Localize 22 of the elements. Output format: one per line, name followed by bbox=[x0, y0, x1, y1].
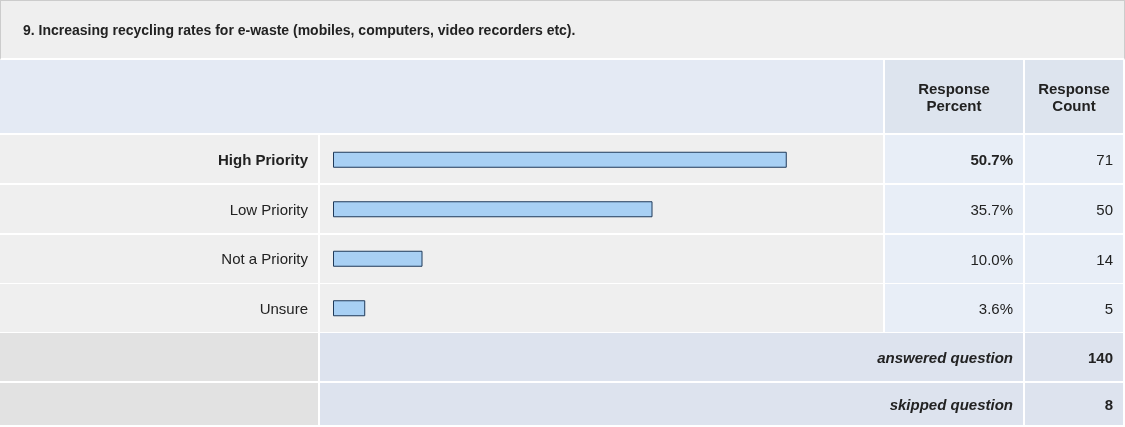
text: 5 bbox=[1025, 284, 1125, 334]
bar bbox=[333, 300, 366, 317]
chart-title: 9. Increasing recycling rates for e-waste (mobiles, computers, video recorders etc). bbox=[0, 0, 1125, 60]
y-tick-label: Low Priority bbox=[229, 200, 309, 218]
text: 140 bbox=[1025, 333, 1125, 383]
text: Response Percent bbox=[885, 60, 1025, 135]
text: 14 bbox=[1025, 235, 1125, 285]
text: 71 bbox=[1025, 135, 1125, 185]
text: 50 bbox=[1025, 185, 1125, 235]
y-tick-label: Unsure bbox=[259, 299, 308, 317]
bar bbox=[333, 250, 423, 267]
text: skipped question bbox=[320, 383, 1025, 427]
data-label: 35.7% bbox=[885, 185, 1025, 235]
y-tick-label: High Priority bbox=[217, 151, 309, 169]
text: answered question bbox=[320, 333, 1025, 383]
text: 8 bbox=[1025, 383, 1125, 427]
y-tick-label: Not a Priority bbox=[221, 250, 309, 268]
data-label: 3.6% bbox=[885, 284, 1025, 334]
text: Response Count bbox=[1025, 60, 1125, 135]
data-label: 10.0% bbox=[885, 235, 1025, 285]
data-label: 50.7% bbox=[885, 135, 1025, 185]
bar bbox=[333, 201, 653, 218]
